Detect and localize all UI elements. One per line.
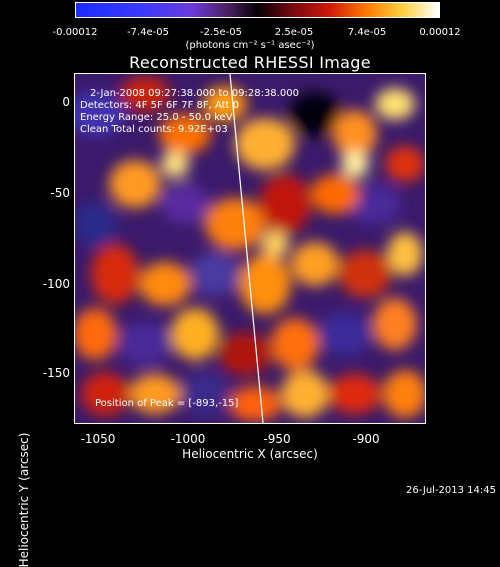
heatmap-blob: [120, 76, 170, 112]
heatmap-blob: [373, 298, 417, 350]
x-tick-label: -1000: [170, 432, 206, 446]
y-tick-label: 0: [62, 95, 70, 109]
heatmap-blob: [259, 174, 311, 234]
detectors-text: Detectors: 4F 5F 6F 7F 8F, Att 0: [80, 100, 240, 111]
heatmap-blob: [339, 250, 391, 298]
peak-position-text: Position of Peak = [-893,-15]: [95, 398, 239, 409]
heatmap-blob: [329, 374, 381, 414]
timestamp: 26-Jul-2013 14:45: [405, 485, 496, 496]
colorbar-tick-label: -2.5e-05: [200, 27, 242, 38]
heatmap-blob: [387, 232, 423, 276]
time-range-text: 2-Jan-2008 09:27:38.000 to 09:28:38.000: [90, 88, 299, 99]
colorbar-unit: (photons cm⁻² s⁻¹ asec⁻²): [185, 40, 315, 51]
energy-range-text: Energy Range: 25.0 - 50.0 keV: [80, 112, 233, 123]
heatmap-blob: [139, 262, 191, 306]
peak-marker: [313, 115, 317, 119]
heatmap-blob: [181, 372, 229, 416]
x-tick-label: -1050: [80, 432, 116, 446]
colorbar-tick-label: 7.4e-05: [347, 27, 387, 38]
plot-title: Reconstructed RHESSI Image: [129, 53, 371, 72]
colorbar: [75, 2, 440, 18]
heatmap-blob: [219, 332, 271, 376]
x-axis-label: Heliocentric X (arcsec): [182, 447, 318, 461]
y-tick-label: -100: [42, 277, 70, 291]
heatmap-blob: [289, 92, 341, 136]
heatmap-blob: [229, 386, 281, 422]
heatmap-blob: [271, 318, 319, 370]
heatmap-blob: [281, 370, 329, 418]
heatmap-blob: [349, 184, 401, 224]
x-tick-label: -950: [263, 432, 291, 446]
y-tick-label: -150: [42, 366, 70, 380]
y-tick-label: -50: [50, 186, 70, 200]
heatmap-blob: [383, 370, 425, 418]
colorbar-tick-label: -7.4e-05: [127, 27, 169, 38]
heatmap-blob: [161, 150, 189, 178]
heatmap-blob: [75, 308, 117, 360]
heatmap-blob: [161, 184, 209, 224]
heatmap-blob: [91, 244, 139, 304]
heatmap-blob: [341, 150, 369, 178]
heatmap-blob: [319, 312, 371, 356]
heatmap-blob: [203, 86, 247, 122]
heatmap-blob: [75, 92, 125, 136]
heatmap-blob: [119, 322, 171, 366]
colorbar-tick-label: -0.00012: [52, 27, 98, 38]
heatmap-blob: [81, 372, 129, 416]
colorbar-tick-label: 0.00012: [419, 27, 461, 38]
heatmap-blob: [235, 118, 295, 170]
heatmap-blob: [291, 242, 339, 286]
heatmap-blob: [385, 146, 425, 182]
colorbar-tick-label: 2.5e-05: [274, 27, 314, 38]
heatmap-blob: [375, 88, 415, 120]
heatmap-blob: [109, 160, 161, 208]
heatmap-blob: [205, 198, 265, 250]
heatmap-plot: [74, 73, 426, 424]
heatmap-blob: [239, 254, 291, 314]
method-text: Clean Total counts: 9.92E+03: [80, 124, 228, 135]
heatmap-blob: [311, 174, 359, 214]
heatmap-blob: [129, 374, 181, 414]
heatmap-blob: [159, 114, 211, 154]
heatmap-blob: [261, 230, 289, 258]
heatmap-blob: [333, 110, 377, 158]
limb-line: [229, 74, 264, 423]
heatmap-blob: [171, 308, 219, 360]
x-tick-label: -900: [352, 432, 380, 446]
heatmap-blob: [191, 252, 239, 296]
heatmap-image: [75, 74, 425, 423]
heatmap-blob: [75, 202, 117, 246]
